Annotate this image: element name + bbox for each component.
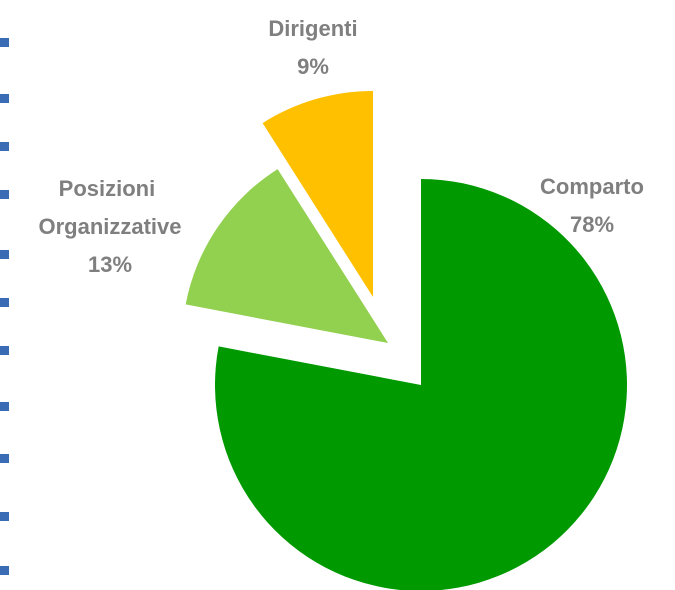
slice-label-line: Posizioni xyxy=(59,176,162,201)
pie-slice xyxy=(262,91,373,297)
border-dot xyxy=(0,512,9,521)
slice-value-label: 13% xyxy=(88,252,132,277)
border-dot xyxy=(0,298,9,307)
border-dot xyxy=(0,38,9,47)
slice-label: Comparto xyxy=(540,174,644,199)
slice-value-label: 9% xyxy=(297,54,329,79)
slice-label-line: Organizzative xyxy=(38,214,181,239)
pie-slice xyxy=(215,179,627,590)
slice-label-line: Dirigenti xyxy=(268,16,357,41)
border-dot xyxy=(0,250,9,259)
slice-label: Posizioni Organizzative xyxy=(38,176,181,239)
border-dot xyxy=(0,566,9,575)
border-dot xyxy=(0,190,9,199)
slice-label: Dirigenti xyxy=(268,16,357,41)
border-dot xyxy=(0,402,9,411)
border-dot xyxy=(0,142,9,151)
slice-label-line: Comparto xyxy=(540,174,644,199)
border-dot xyxy=(0,454,9,463)
border-dot xyxy=(0,94,9,103)
left-border-decoration xyxy=(0,38,9,575)
border-dot xyxy=(0,346,9,355)
slice-value-label: 78% xyxy=(570,212,614,237)
pie-slice xyxy=(185,169,388,343)
